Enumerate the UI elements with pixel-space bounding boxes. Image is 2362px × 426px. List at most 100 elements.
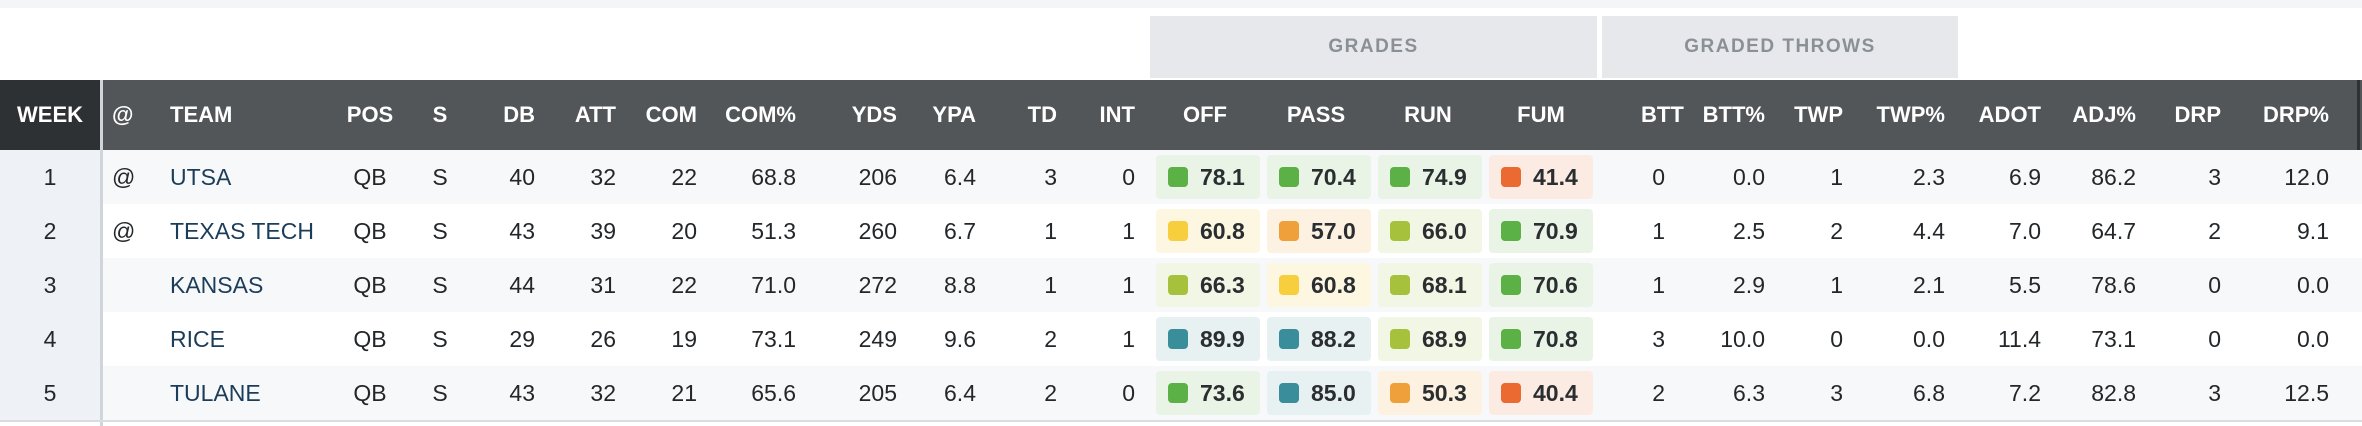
cell-com: 22 [671, 164, 697, 190]
col-header-adj-pct[interactable]: ADJ% [2072, 102, 2136, 127]
cell-com-pct: 73.1 [751, 326, 796, 352]
col-header-int[interactable]: INT [1099, 102, 1135, 127]
col-header-ypa[interactable]: YPA [932, 102, 976, 127]
grade-value: 74.9 [1422, 163, 1467, 190]
grade-fum-badge: 41.4 [1489, 155, 1593, 199]
col-header-twp-pct[interactable]: TWP% [1876, 102, 1945, 127]
col-header-att[interactable]: ATT [574, 102, 616, 127]
group-header-grades: GRADES [1150, 16, 1597, 78]
cell-drp-pct: 12.0 [2284, 164, 2329, 190]
grade-value: 60.8 [1200, 217, 1245, 244]
grade-pass-badge: 88.2 [1267, 317, 1371, 361]
grade-color-swatch [1168, 383, 1188, 403]
cell-db: 29 [509, 326, 535, 352]
col-header-com[interactable]: COM [645, 102, 697, 127]
grade-value: 88.2 [1311, 325, 1356, 352]
cell-int: 1 [1122, 218, 1135, 244]
grade-color-swatch [1279, 383, 1299, 403]
cell-team[interactable]: TEXAS TECH [170, 218, 314, 244]
grade-color-swatch [1279, 275, 1299, 295]
cell-s: S [432, 380, 448, 406]
cell-twp-pct: 6.8 [1913, 380, 1945, 406]
col-header-twp[interactable]: TWP [1794, 102, 1843, 127]
cell-team[interactable]: TULANE [170, 380, 261, 406]
cell-s: S [432, 218, 448, 244]
header-right-edge [2357, 80, 2360, 150]
grade-fum-badge: 40.4 [1489, 371, 1593, 415]
cell-twp: 0 [1830, 326, 1843, 352]
group-header-graded-throws: GRADED THROWS [1602, 16, 1958, 78]
col-header-run[interactable]: RUN [1404, 102, 1452, 127]
grade-run-badge: 50.3 [1378, 371, 1482, 415]
cell-pos: QB [353, 164, 387, 190]
col-header-s[interactable]: S [432, 102, 448, 127]
cell-db: 44 [509, 272, 535, 298]
cell-adot: 5.5 [2009, 272, 2041, 298]
cell-att: 32 [590, 380, 616, 406]
col-header-btt[interactable]: BTT [1641, 102, 1684, 127]
cell-s: S [432, 272, 448, 298]
grade-color-swatch [1501, 275, 1521, 295]
cell-ypa: 6.7 [944, 218, 976, 244]
col-header-team[interactable]: TEAM [170, 102, 233, 127]
cell-td: 3 [1044, 164, 1057, 190]
grade-run-badge: 66.0 [1378, 209, 1482, 253]
cell-int: 0 [1122, 164, 1135, 190]
cell-att: 32 [590, 164, 616, 190]
col-header-btt-pct[interactable]: BTT% [1702, 102, 1765, 127]
grade-color-swatch [1390, 275, 1410, 295]
grade-value: 85.0 [1311, 379, 1356, 406]
cell-twp-pct: 4.4 [1913, 218, 1945, 244]
grade-value: 60.8 [1311, 271, 1356, 298]
cell-com: 21 [671, 380, 697, 406]
cell-btt-pct: 10.0 [1720, 326, 1765, 352]
cell-adj-pct: 78.6 [2091, 272, 2136, 298]
col-header-off[interactable]: OFF [1183, 102, 1227, 127]
grade-color-swatch [1390, 383, 1410, 403]
cell-week: 1 [43, 164, 57, 190]
cell-yds: 260 [858, 218, 897, 244]
cell-week: 5 [43, 380, 57, 406]
cell-btt-pct: 2.5 [1733, 218, 1765, 244]
col-header-drp-pct[interactable]: DRP% [2262, 102, 2329, 127]
cell-com-pct: 71.0 [751, 272, 796, 298]
col-header-adot[interactable]: ADOT [1978, 102, 2041, 127]
grade-value: 66.3 [1200, 271, 1245, 298]
col-header-db[interactable]: DB [503, 102, 535, 127]
grade-color-swatch [1168, 221, 1188, 241]
cell-com-pct: 68.8 [751, 164, 796, 190]
col-header-at[interactable]: @ [112, 102, 134, 127]
cell-pos: QB [353, 380, 387, 406]
cell-team[interactable]: KANSAS [170, 272, 264, 298]
cell-team[interactable]: UTSA [170, 164, 232, 190]
col-header-pass[interactable]: PASS [1286, 102, 1346, 127]
col-header-pos[interactable]: POS [346, 102, 394, 127]
cell-btt: 0 [1652, 164, 1665, 190]
col-header-fum[interactable]: FUM [1517, 102, 1565, 127]
grade-color-swatch [1168, 275, 1188, 295]
col-header-com-pct[interactable]: COM% [725, 102, 796, 127]
cell-db: 43 [509, 380, 535, 406]
col-header-yds[interactable]: YDS [851, 102, 897, 127]
grade-pass-badge: 70.4 [1267, 155, 1371, 199]
cell-com: 19 [671, 326, 697, 352]
grade-color-swatch [1390, 167, 1410, 187]
cell-pos: QB [353, 326, 387, 352]
cell-ypa: 8.8 [944, 272, 976, 298]
cell-btt: 3 [1652, 326, 1665, 352]
col-header-week[interactable]: WEEK [17, 102, 83, 127]
grade-color-swatch [1501, 167, 1521, 187]
cell-adj-pct: 73.1 [2091, 326, 2136, 352]
col-header-drp[interactable]: DRP [2174, 102, 2221, 127]
cell-ypa: 6.4 [944, 380, 976, 406]
grade-value: 68.9 [1422, 325, 1467, 352]
col-header-td[interactable]: TD [1027, 102, 1057, 127]
cell-adot: 11.4 [1997, 326, 2041, 352]
cell-team[interactable]: RICE [170, 326, 225, 352]
table-header [0, 80, 2362, 150]
cell-int: 1 [1122, 326, 1135, 352]
cell-com: 22 [671, 272, 697, 298]
cell-drp: 2 [2208, 218, 2221, 244]
cell-yds: 205 [858, 380, 897, 406]
cell-ypa: 6.4 [944, 164, 976, 190]
